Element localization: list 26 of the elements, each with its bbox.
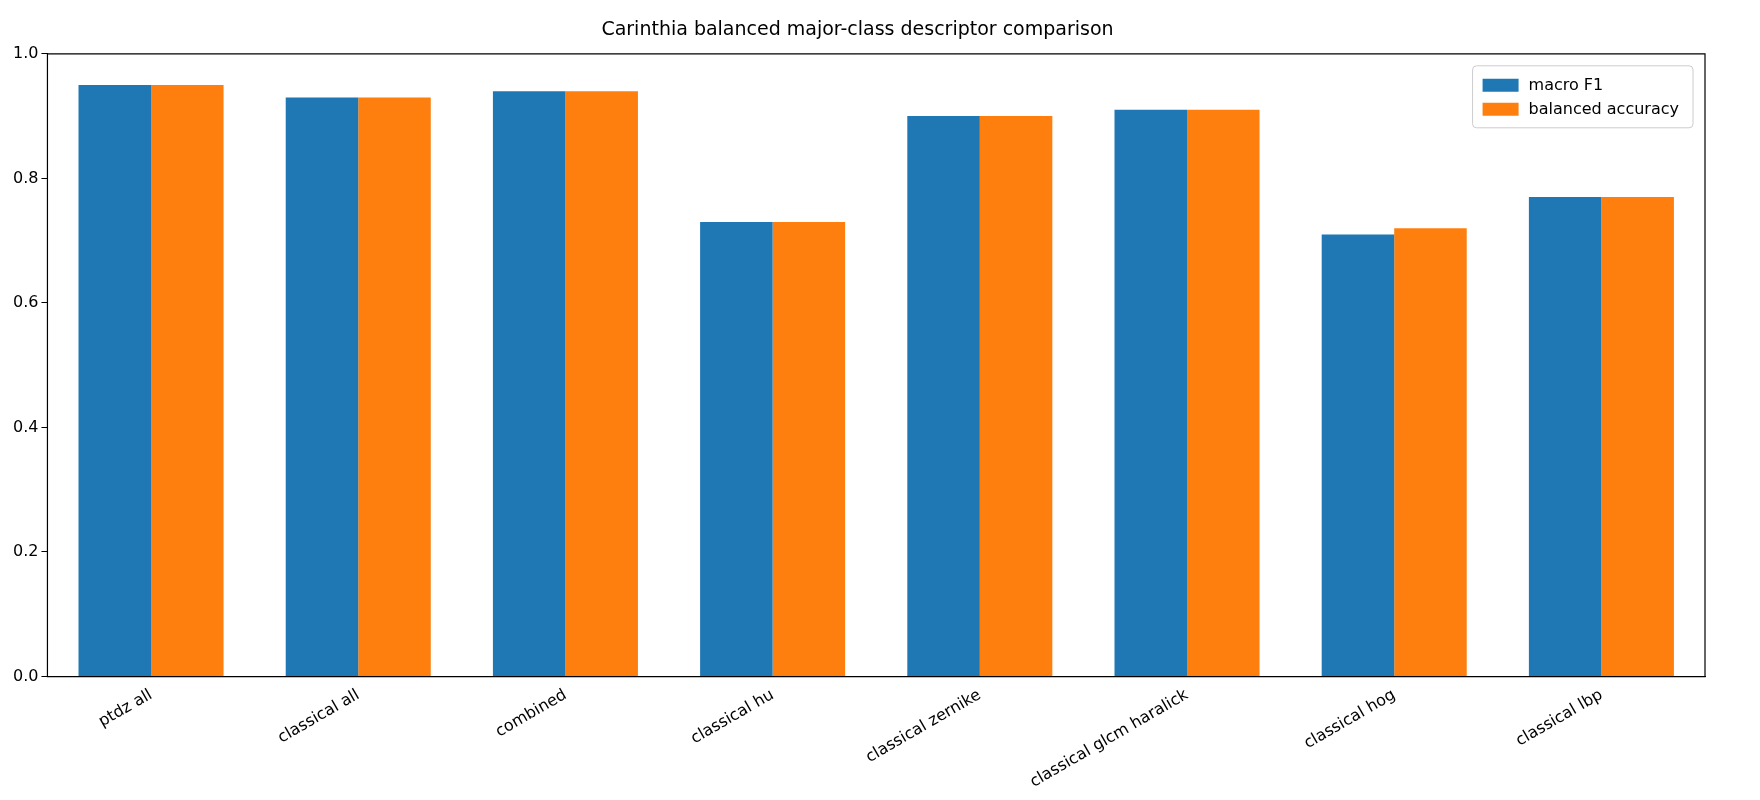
bar: [1601, 197, 1674, 677]
bar: [1187, 109, 1260, 677]
legend-label: macro F1: [1528, 74, 1604, 94]
y-tick-label: 0.8: [12, 167, 39, 187]
y-tick-label: 0.6: [12, 292, 39, 312]
bar: [1394, 228, 1467, 677]
bar: [1528, 197, 1602, 677]
bar: [1114, 109, 1188, 677]
bar: [772, 221, 846, 677]
bar: [979, 116, 1053, 677]
y-tick-label: 0.2: [12, 541, 39, 561]
y-tick-label: 0.0: [12, 665, 39, 685]
bar: [1321, 234, 1395, 677]
bar: [358, 97, 431, 677]
x-tick-label: ptdz all: [94, 684, 156, 731]
bar: [151, 84, 224, 677]
bar: [492, 91, 566, 677]
bar: [907, 116, 980, 677]
y-tick-label: 1.0: [12, 42, 39, 62]
y-tick-label: 0.4: [12, 416, 39, 436]
chart-title: Carinthia balanced major-class descriptor comparison: [601, 17, 1114, 40]
legend-label: balanced accuracy: [1528, 98, 1679, 118]
bar: [700, 221, 773, 677]
bar: [565, 91, 638, 677]
bar: [78, 84, 152, 677]
bar: [285, 97, 359, 677]
